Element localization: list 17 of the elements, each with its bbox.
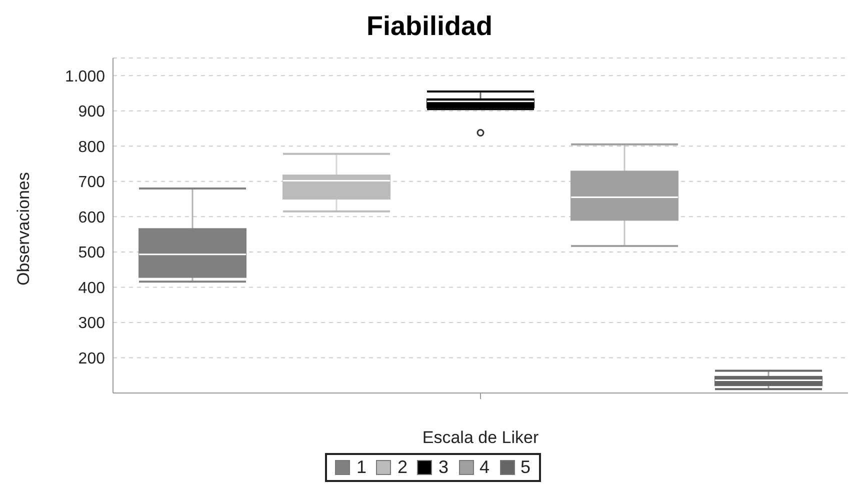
- chart-title: Fiabilidad: [365, 10, 494, 43]
- y-tick-label: 400: [78, 280, 106, 297]
- y-tick-label: 200: [78, 350, 106, 368]
- y-tick-label: 500: [78, 244, 106, 262]
- legend-label: 4: [478, 457, 490, 478]
- y-tick-label: 700: [78, 174, 106, 192]
- legend-label: 5: [520, 457, 531, 478]
- legend-label: 1: [355, 457, 366, 478]
- legend-label: 3: [437, 457, 448, 478]
- y-axis-title: Observaciones: [14, 172, 34, 286]
- y-tick-label: 800: [78, 138, 106, 156]
- y-tick-label: 900: [78, 104, 106, 121]
- legend-label: 2: [396, 457, 408, 478]
- y-tick-label: 600: [78, 209, 106, 226]
- y-tick-label: 1.000: [64, 68, 106, 86]
- y-tick-label: 300: [78, 315, 106, 332]
- x-axis-title: Escala de Liker: [422, 428, 539, 447]
